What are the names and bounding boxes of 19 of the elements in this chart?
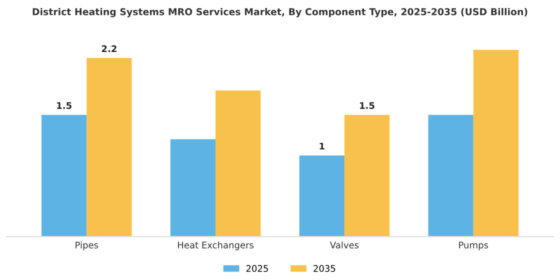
data-label: 1.5 bbox=[57, 102, 72, 109]
data-label: 1.5 bbox=[360, 102, 374, 109]
legend-label: 2035 bbox=[314, 265, 336, 272]
data-label: 1 bbox=[320, 142, 324, 150]
x-tick-label: Pipes bbox=[76, 241, 98, 250]
bar bbox=[473, 50, 518, 237]
x-tick-label: Pumps bbox=[459, 242, 488, 250]
bar bbox=[216, 90, 261, 237]
data-label: 2.2 bbox=[102, 45, 116, 52]
bar bbox=[428, 114, 474, 237]
legend-label: 2025 bbox=[246, 265, 268, 272]
bar bbox=[299, 155, 344, 237]
x-tick-label: Heat Exchangers bbox=[178, 241, 254, 250]
x-tick-label: Valves bbox=[330, 241, 359, 248]
bar bbox=[344, 114, 390, 237]
bar bbox=[42, 114, 87, 237]
bar bbox=[170, 139, 216, 237]
bar bbox=[86, 58, 132, 237]
chart-title: District Heating Systems MRO Services Market, By Component Type, 2025-2035 (USD Billion) bbox=[32, 8, 528, 18]
